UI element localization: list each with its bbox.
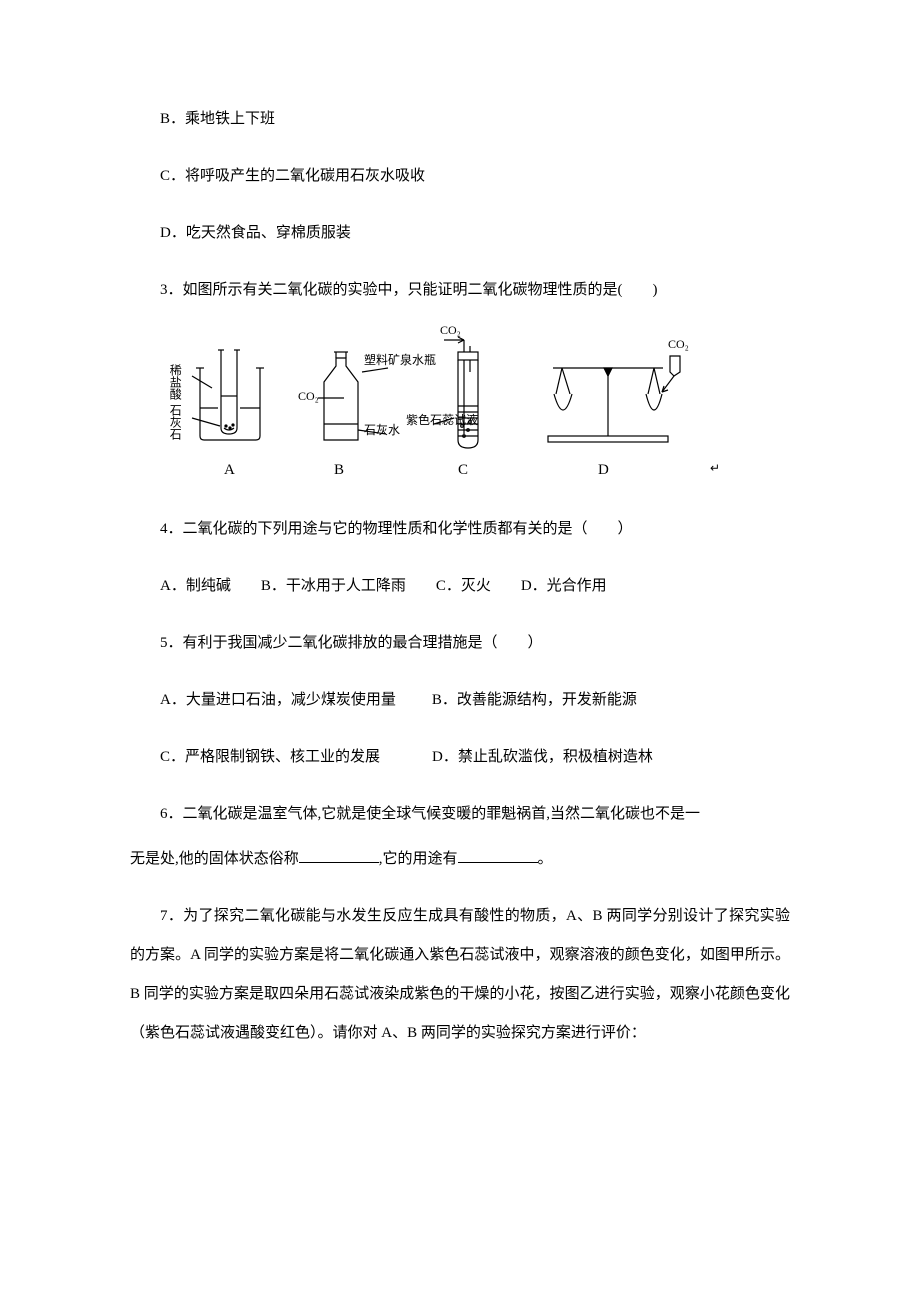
- q2-option-d: D．吃天然食品、穿棉质服装: [130, 214, 790, 253]
- q2-option-c: C．将呼吸产生的二氧化碳用石灰水吸收: [130, 157, 790, 196]
- q7-stem: 7．为了探究二氧化碳能与水发生反应生成具有酸性的物质，A、B 两同学分别设计了探…: [130, 897, 790, 1053]
- diagram-return-glyph: ↵: [710, 462, 720, 475]
- q6-blank-2: [458, 847, 538, 863]
- q5-opt-c: C．严格限制钢铁、核工业的发展: [160, 749, 380, 765]
- diagram-letter-a: A: [224, 462, 235, 479]
- q5-opt-d: D．禁止乱砍滥伐，积极植树造林: [432, 749, 653, 765]
- q6-blank-1: [299, 847, 379, 863]
- page-container: B．乘地铁上下班 C．将呼吸产生的二氧化碳用石灰水吸收 D．吃天然食品、穿棉质服…: [0, 0, 920, 1302]
- label-limestone: 石灰石: [168, 404, 181, 440]
- q5-options-row1: A．大量进口石油，减少煤炭使用量 B．改善能源结构，开发新能源: [130, 681, 790, 720]
- label-dilute-hcl: 稀盐酸: [168, 364, 181, 400]
- label-co2-d: CO₂: [668, 338, 689, 351]
- q4-stem: 4．二氧化碳的下列用途与它的物理性质和化学性质都有关的是（ ）: [130, 510, 790, 549]
- label-litmus: 紫色石蕊试液: [406, 414, 478, 427]
- q5-opt-b: B．改善能源结构，开发新能源: [432, 692, 637, 708]
- diagram-letter-d: D: [598, 462, 609, 479]
- q2-option-b: B．乘地铁上下班: [130, 100, 790, 139]
- q6-text-before-blank1: 无是处,他的固体状态俗称: [130, 851, 299, 867]
- q5-opt-a: A．大量进口石油，减少煤炭使用量: [160, 692, 396, 708]
- q3-diagram: 稀盐酸 石灰石 塑料矿泉水瓶 CO₂ 石灰水 CO₂ 紫色石蕊试液 CO₂ A …: [158, 328, 728, 498]
- q5-options-row2: C．严格限制钢铁、核工业的发展 D．禁止乱砍滥伐，积极植树造林: [130, 738, 790, 777]
- diagram-letter-c: C: [458, 462, 468, 479]
- label-plastic-bottle: 塑料矿泉水瓶: [364, 354, 436, 367]
- label-co2-b: CO₂: [298, 390, 319, 403]
- q4-options: A．制纯碱 B．干冰用于人工降雨 C．灭火 D．光合作用: [130, 567, 790, 606]
- q6-text-between: ,它的用途有: [379, 851, 458, 867]
- label-co2-arrow: CO₂: [440, 324, 461, 337]
- q6-text-after: 。: [538, 851, 553, 867]
- q3-stem: 3．如图所示有关二氧化碳的实验中，只能证明二氧化碳物理性质的是( ): [130, 271, 790, 310]
- label-limewater: 石灰水: [364, 424, 400, 437]
- q6-line2: 无是处,他的固体状态俗称 ,它的用途有 。: [130, 840, 790, 879]
- diagram-letter-b: B: [334, 462, 344, 479]
- q6-line1: 6．二氧化碳是温室气体,它就是使全球气候变暖的罪魁祸首,当然二氧化碳也不是一: [130, 795, 790, 834]
- q5-stem: 5．有利于我国减少二氧化碳排放的最合理措施是（ ）: [130, 624, 790, 663]
